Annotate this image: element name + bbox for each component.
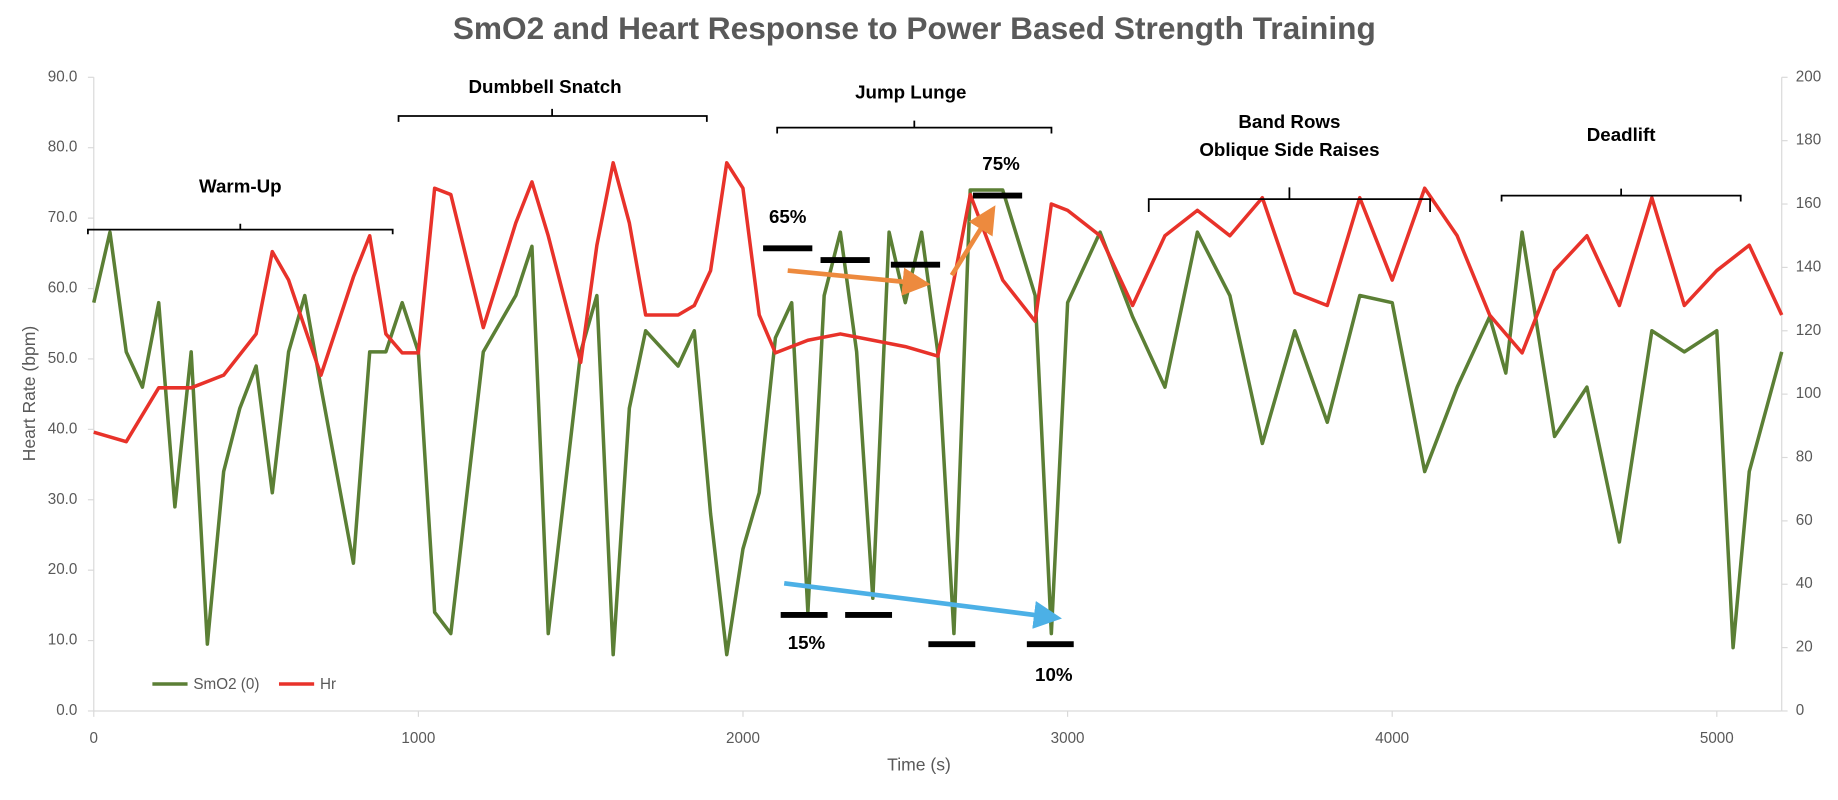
phase-label: Jump Lunge (855, 82, 966, 103)
y-tick-label: 50.0 (48, 350, 78, 367)
phase-label: Deadlift (1587, 124, 1656, 145)
percent-label: 10% (1035, 664, 1073, 685)
bracket (776, 120, 1053, 134)
phase-label: Dumbbell Snatch (469, 76, 622, 97)
y2-tick-label: 20 (1796, 639, 1813, 656)
phase-label: Oblique Side Raises (1199, 139, 1379, 160)
bracket (1500, 188, 1742, 202)
y-tick-label: 30.0 (48, 491, 78, 508)
x-tick-label: 2000 (726, 730, 760, 747)
data-line (92, 188, 1784, 657)
x-tick-label: 1000 (401, 730, 435, 747)
bracket (397, 108, 708, 122)
y-tick-label: 20.0 (48, 561, 78, 578)
y2-tick-label: 80 (1796, 449, 1813, 466)
y-tick-label: 40.0 (48, 420, 78, 437)
phase-label: Warm-Up (199, 175, 282, 196)
annotations (87, 108, 1742, 648)
y-tick-label: 10.0 (48, 632, 78, 649)
bracket (1147, 187, 1431, 213)
y-tick-label: 0.0 (56, 702, 77, 719)
x-axis-label: Time (s) (887, 755, 951, 775)
y2-tick-label: 100 (1796, 385, 1821, 402)
y2-tick-label: 160 (1796, 195, 1821, 212)
phase-label: Band Rows (1238, 111, 1340, 132)
x-tick-label: 3000 (1051, 730, 1085, 747)
y2-tick-label: 200 (1796, 68, 1821, 85)
y-tick-label: 90.0 (48, 68, 78, 85)
y2-tick-label: 60 (1796, 512, 1813, 529)
y2-tick-label: 0 (1796, 702, 1804, 719)
y-axis-label: Heart Rate (bpm) (19, 326, 39, 462)
plot-area: 0.0 10.0 20.0 30.0 40.0 50.0 60.0 70.0 80.0 90.0 0… (48, 68, 1821, 747)
y2-tick-label: 140 (1796, 258, 1821, 275)
x-tick-label: 4000 (1375, 730, 1409, 747)
y-tick-label: 60.0 (48, 280, 78, 297)
chart-title: SmO2 and Heart Response to Power Based S… (453, 10, 1376, 46)
legend: SmO2 (0) Hr (152, 676, 336, 693)
x-tick-label: 0 (90, 730, 98, 747)
y2-tick-label: 40 (1796, 575, 1813, 592)
arrow (787, 267, 931, 296)
arrow (949, 205, 996, 277)
percent-label: 15% (788, 632, 826, 653)
data-line (93, 161, 1784, 444)
y-tick-label: 80.0 (48, 139, 78, 156)
y-tick-label: 70.0 (48, 209, 78, 226)
legend-label: Hr (320, 676, 336, 693)
y2-tick-label: 120 (1796, 322, 1821, 339)
y2-tick-label: 180 (1796, 132, 1821, 149)
bracket (87, 223, 394, 235)
legend-label: SmO2 (0) (193, 676, 259, 693)
arrow (783, 580, 1062, 629)
percent-label: 75% (982, 153, 1020, 174)
level-bars (763, 192, 1074, 648)
x-tick-label: 5000 (1700, 730, 1734, 747)
percent-label: 65% (769, 206, 807, 227)
